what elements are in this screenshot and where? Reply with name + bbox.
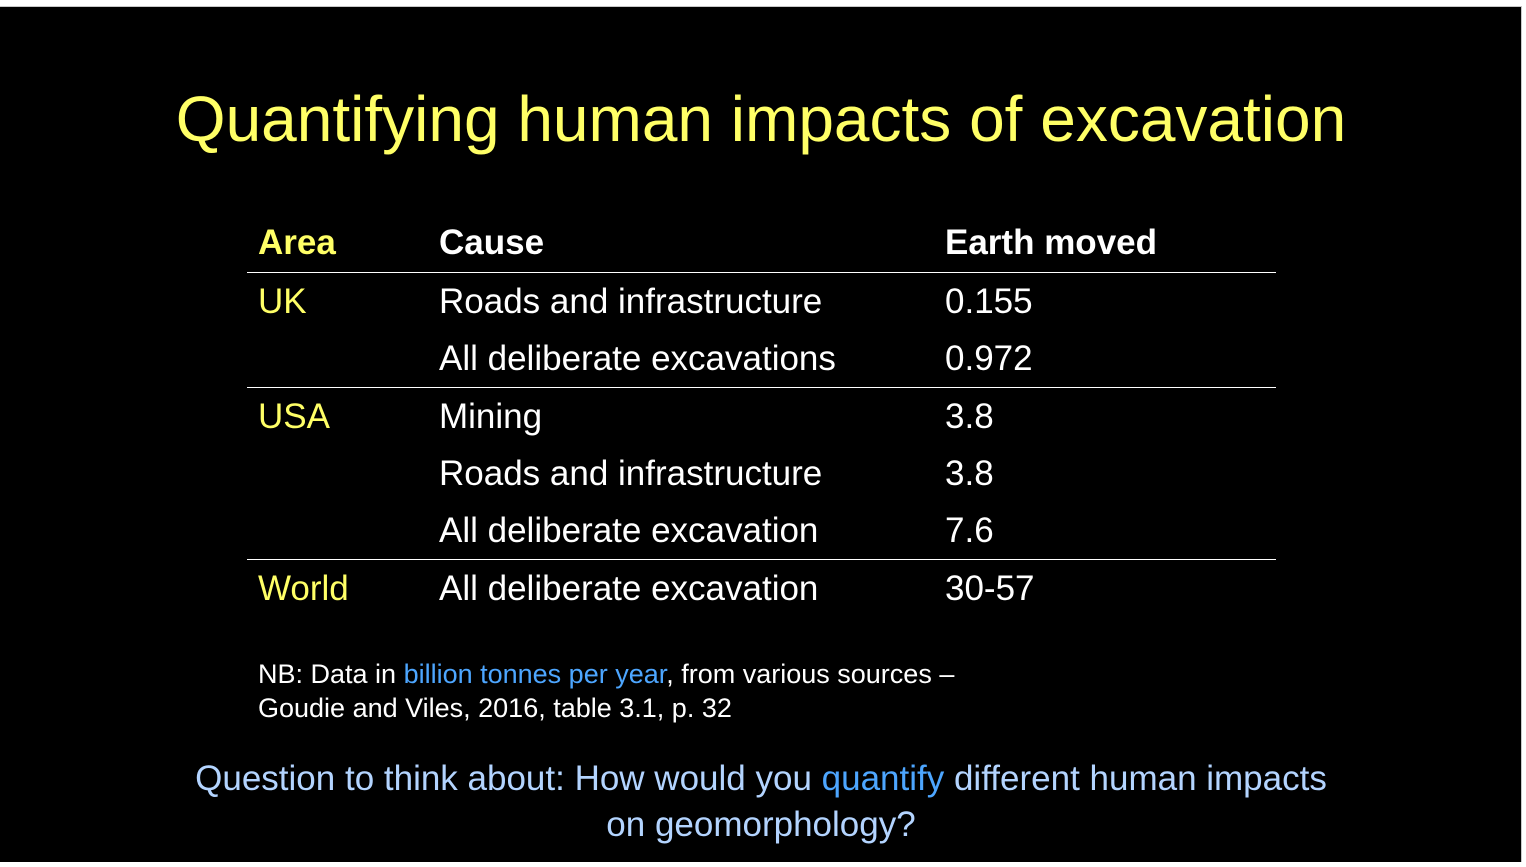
table-row: UK Roads and infrastructure 0.155	[247, 273, 1276, 331]
table-row: All deliberate excavation 7.6	[247, 502, 1276, 560]
note-line-2: Goudie and Viles, 2016, table 3.1, p. 32	[258, 693, 732, 723]
earth-moved-cell: 3.8	[945, 453, 994, 493]
question-line-2: on geomorphology?	[606, 805, 916, 844]
earth-moved-cell: 0.155	[945, 281, 1033, 321]
table-row: Roads and infrastructure 3.8	[247, 445, 1276, 502]
earth-moved-cell: 7.6	[934, 502, 1276, 560]
cause-cell: All deliberate excavations	[428, 330, 934, 388]
cause-cell: Mining	[439, 396, 543, 436]
header-cause: Cause	[428, 214, 934, 273]
area-cell: USA	[258, 396, 330, 436]
question-prefix: Question to think about: How would you	[195, 759, 822, 798]
earth-moved-cell: 3.8	[945, 396, 994, 436]
note-suffix: , from various sources –	[666, 659, 955, 689]
area-cell: UK	[258, 281, 307, 321]
area-cell	[247, 445, 428, 502]
cause-cell: Roads and infrastructure	[439, 453, 823, 493]
table-header-row: Area Cause Earth moved	[247, 214, 1276, 273]
area-cell	[247, 502, 428, 560]
header-area: Area	[247, 214, 428, 273]
question-prompt: Question to think about: How would you q…	[0, 756, 1521, 848]
cause-cell: Roads and infrastructure	[439, 281, 823, 321]
cause-cell: All deliberate excavation	[428, 502, 934, 560]
data-note: NB: Data in billion tonnes per year, fro…	[258, 657, 954, 725]
table-row: World All deliberate excavation 30-57	[247, 560, 1276, 618]
earth-moved-cell: 30-57	[945, 568, 1035, 608]
note-line-1: NB: Data in billion tonnes per year, fro…	[258, 657, 954, 691]
earth-moved-table: Area Cause Earth moved UK Roads and infr…	[247, 214, 1276, 617]
question-suffix: different human impacts	[944, 759, 1327, 798]
earth-moved-cell: 0.972	[934, 330, 1276, 388]
table-row: USA Mining 3.8	[247, 388, 1276, 446]
note-prefix: NB: Data in	[258, 659, 404, 689]
question-highlight: quantify	[821, 759, 945, 798]
area-cell	[247, 330, 428, 388]
question-line-1: Question to think about: How would you q…	[0, 756, 1521, 802]
table-row: All deliberate excavations 0.972	[247, 330, 1276, 388]
cause-cell: All deliberate excavation	[439, 568, 819, 608]
area-cell: World	[258, 568, 349, 608]
note-units-highlight: billion tonnes per year	[403, 659, 667, 689]
slide-title: Quantifying human impacts of excavation	[175, 83, 1347, 155]
header-earth-moved: Earth moved	[934, 214, 1276, 273]
slide: Quantifying human impacts of excavation …	[0, 6, 1522, 862]
